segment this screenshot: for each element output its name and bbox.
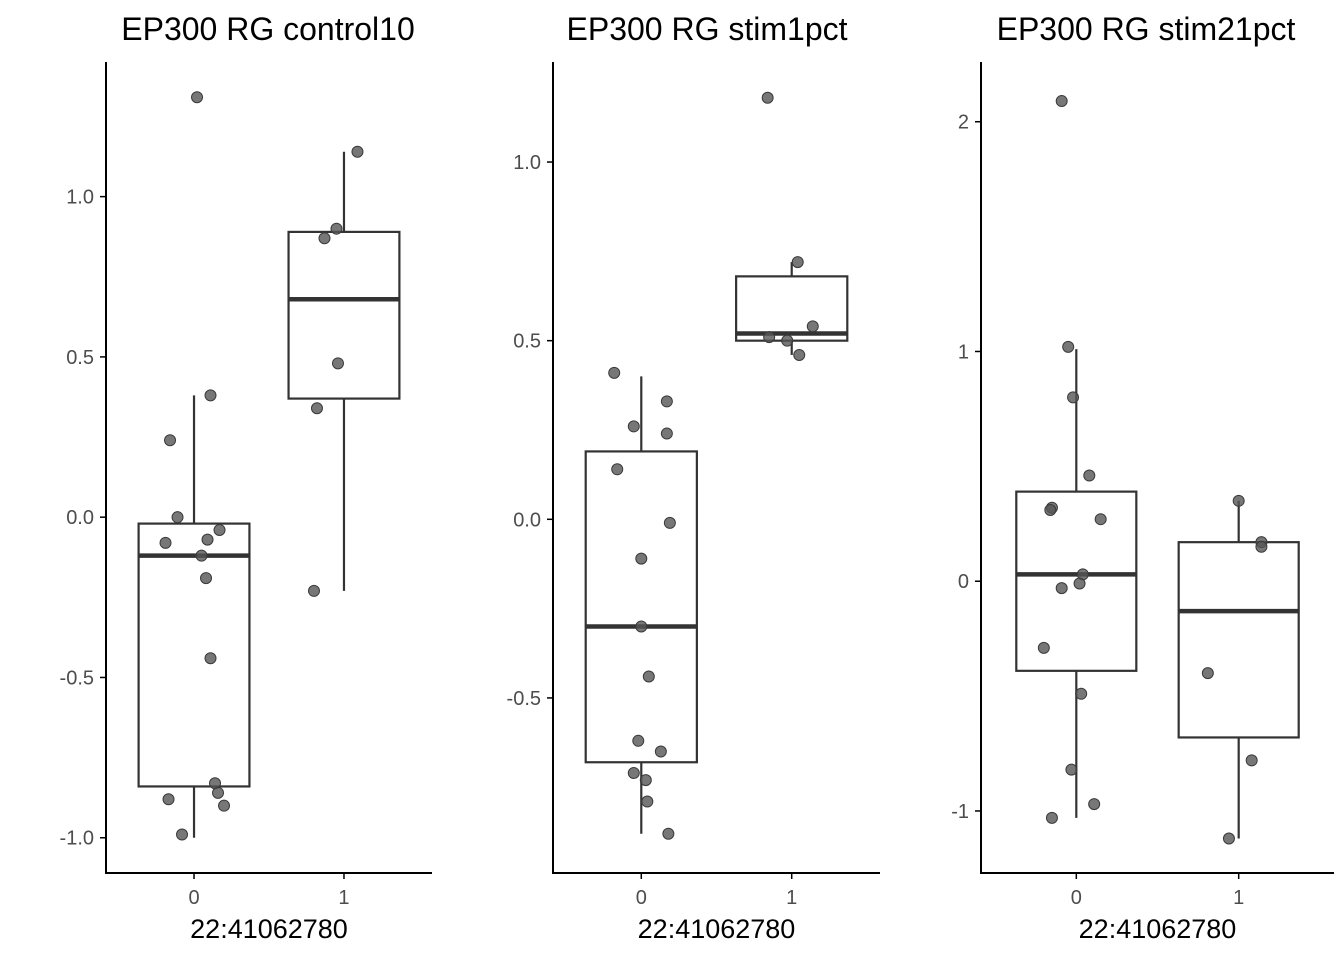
x-tick-label: 0	[636, 887, 647, 909]
data-point	[1245, 754, 1258, 767]
data-point	[191, 91, 204, 104]
data-point	[171, 511, 184, 524]
y-tick-label: 2	[958, 112, 969, 134]
data-point	[1088, 798, 1101, 811]
chart-title: EP300 RG stim1pct	[567, 11, 848, 47]
data-point	[162, 793, 175, 806]
data-point	[213, 524, 226, 537]
data-point	[781, 334, 794, 347]
data-point	[1255, 540, 1268, 553]
data-point	[1062, 340, 1075, 353]
data-point	[176, 828, 189, 841]
box-iqr	[137, 522, 251, 788]
data-point	[793, 348, 806, 361]
y-tick-label: 0.5	[66, 347, 94, 369]
data-point	[1044, 504, 1057, 517]
x-axis-label: 22:41062780	[1079, 914, 1237, 944]
data-point	[1067, 391, 1080, 404]
data-point	[654, 745, 667, 758]
boxplot-group-1	[287, 151, 401, 591]
data-point	[1055, 95, 1068, 108]
y-tick-label: 0	[958, 571, 969, 593]
y-tick-label: 0.5	[513, 331, 541, 353]
boxplot-group-0	[584, 376, 698, 834]
data-point	[642, 670, 655, 683]
data-point	[763, 331, 776, 344]
chart-panel-1: EP300 RG control10 -1.0 -0.5 0.0 0.5 1.0 0 1 22:…	[60, 11, 432, 944]
data-point	[660, 427, 673, 440]
x-tick-label: 1	[786, 887, 797, 909]
data-point	[662, 827, 675, 840]
x-axis-label: 22:41062780	[190, 914, 348, 944]
y-tick-label: -0.5	[507, 688, 541, 710]
data-point	[632, 734, 645, 747]
data-point	[1232, 494, 1245, 507]
data-point	[201, 533, 214, 546]
data-point	[1075, 687, 1088, 700]
data-point	[611, 463, 624, 476]
data-point	[1055, 582, 1068, 595]
y-tick-label: 0.0	[66, 507, 94, 529]
boxplot-group-1	[735, 262, 849, 355]
y-tick-label: 1	[958, 341, 969, 363]
data-point	[310, 402, 323, 415]
data-point	[1037, 641, 1050, 654]
y-tick-label: 0.0	[513, 509, 541, 531]
data-point	[212, 786, 225, 799]
data-point	[164, 434, 177, 447]
data-point	[663, 516, 676, 529]
boxplot-group-0	[137, 395, 251, 838]
data-point	[204, 389, 217, 402]
boxplot-group-1	[1177, 500, 1300, 839]
data-point	[635, 552, 648, 565]
y-tick-label: -1.0	[60, 828, 94, 850]
x-tick-label: 0	[188, 887, 199, 909]
data-point	[639, 774, 652, 787]
chart-panel-2: EP300 RG stim1pct -0.5 0.0 0.5 1.0 0 1 22:41062…	[507, 11, 880, 944]
data-point	[761, 91, 774, 104]
chart-title: EP300 RG stim21pct	[997, 11, 1296, 47]
chart-title: EP300 RG control10	[121, 11, 415, 47]
data-point	[1065, 763, 1078, 776]
data-point	[1222, 832, 1235, 845]
data-point	[195, 549, 208, 562]
data-point	[200, 572, 213, 585]
data-point	[791, 256, 804, 269]
data-point	[204, 652, 217, 665]
x-tick-label: 1	[338, 887, 349, 909]
data-point	[641, 795, 654, 808]
box-iqr	[287, 230, 401, 400]
data-point	[1094, 513, 1107, 526]
chart-panel-3: EP300 RG stim21pct -1 0 1 2 0 1 22:41062780	[951, 11, 1334, 944]
data-point	[307, 584, 320, 597]
data-point	[330, 222, 343, 235]
data-point	[635, 620, 648, 633]
data-point	[627, 420, 640, 433]
data-point	[627, 766, 640, 779]
box-iqr	[584, 450, 698, 764]
data-point	[1083, 469, 1096, 482]
x-tick-label: 1	[1233, 887, 1244, 909]
x-tick-label: 0	[1071, 887, 1082, 909]
y-tick-label: 1.0	[66, 187, 94, 209]
data-point	[318, 232, 331, 245]
x-axis-label: 22:41062780	[638, 914, 796, 944]
data-point	[1045, 811, 1058, 824]
data-point	[1073, 577, 1086, 590]
data-point	[351, 145, 364, 158]
data-point	[218, 799, 231, 812]
data-point	[159, 536, 172, 549]
data-point	[660, 395, 673, 408]
box-iqr	[735, 275, 849, 342]
data-point	[331, 357, 344, 370]
box-iqr	[1177, 541, 1300, 739]
y-tick-label: -0.5	[60, 667, 94, 689]
data-point	[608, 366, 621, 379]
data-point	[1201, 667, 1214, 680]
y-tick-label: 1.0	[513, 152, 541, 174]
y-tick-label: -1	[951, 801, 969, 823]
data-point	[806, 320, 819, 333]
